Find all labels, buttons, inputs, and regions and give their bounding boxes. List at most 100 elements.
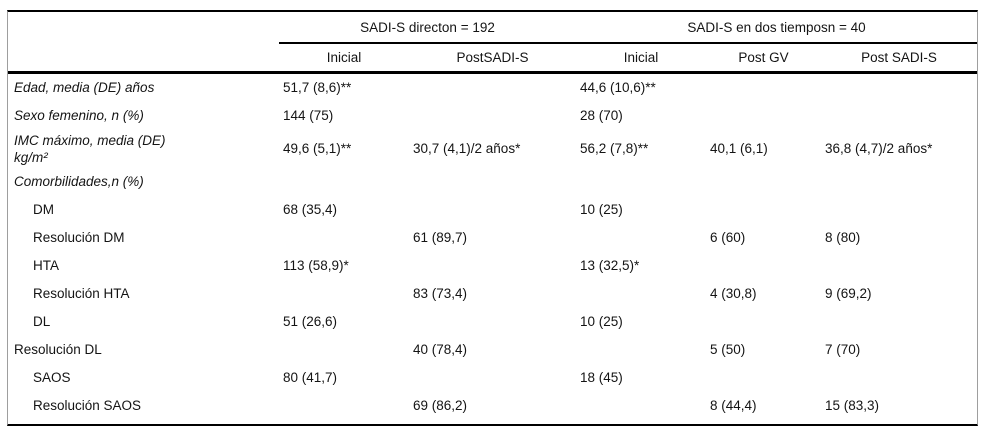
row-label: DL — [33, 314, 51, 329]
table-row: Laparoscopia, n (%)189 (98,4) 39 (97,5) — [8, 420, 977, 425]
table-body: Edad, media (DE) años 51,7 (8,6)** 44,6 (1… — [8, 72, 977, 425]
cell-value — [821, 364, 977, 392]
cell-value — [409, 252, 576, 280]
table-row: IMC máximo, media (DE) kg/m² 49,6 (5,1)**… — [8, 130, 977, 168]
cell-value — [821, 252, 977, 280]
cell-value — [279, 224, 409, 252]
table-header: SADI-S directon = 192 SADI-S en dos tiem… — [8, 12, 977, 74]
cell-value — [409, 364, 576, 392]
cell-value — [706, 72, 821, 102]
cell-value: 9 (69,2) — [825, 286, 872, 301]
cell-value: 144 (75) — [283, 108, 334, 123]
cell-value — [576, 336, 706, 364]
cell-value: 4 (30,8) — [710, 286, 757, 301]
cell-value: 15 (83,3) — [825, 398, 880, 413]
table-row: DM 68 (35,4) 10 (25) — [8, 196, 977, 224]
col-header-inicial-two-stage: Inicial — [576, 43, 707, 74]
cell-value: 61 (89,7) — [413, 230, 468, 245]
cell-value — [279, 336, 409, 364]
cell-value: 10 (25) — [580, 202, 623, 217]
group-header-sadi-s-direct: SADI-S directon = 192 — [279, 12, 577, 44]
cell-value: 5 (50) — [710, 342, 746, 357]
table-row: Resolución DM 61 (89,7) 6 (60) 8 (80) — [8, 224, 977, 252]
col-header-post-sadi-s: Post SADI-S — [821, 43, 977, 74]
cell-value — [409, 196, 576, 224]
cell-value: 51,7 (8,6)** — [283, 80, 352, 95]
cell-value — [821, 420, 977, 425]
column-header-row: Inicial PostSADI-S Inicial Post GV Post … — [8, 43, 977, 74]
cell-value — [706, 102, 821, 130]
stub-cell — [8, 12, 279, 43]
cell-value: 13 (32,5)* — [580, 258, 640, 273]
cell-value: 30,7 (4,1)/2 años* — [413, 141, 521, 156]
table-row: SAOS 80 (41,7) 18 (45) — [8, 364, 977, 392]
cell-value: 36,8 (4,7)/2 años* — [825, 141, 933, 156]
cell-value — [706, 420, 821, 425]
cell-value — [409, 72, 576, 102]
cell-value: 8 (80) — [825, 230, 861, 245]
row-label: Edad, media (DE) años — [14, 80, 155, 95]
cell-value: 113 (58,9)* — [283, 258, 349, 273]
table-row: Resolución SAOS 69 (86,2) 8 (44,4) 15 (83,3… — [8, 392, 977, 420]
cell-value: 83 (73,4) — [413, 286, 468, 301]
row-label: Laparoscopia, n (%) — [8, 420, 279, 425]
cell-value: 69 (86,2) — [413, 398, 468, 413]
row-label: IMC máximo, media (DE) kg/m² — [14, 132, 166, 165]
row-label: Resolución HTA — [33, 286, 130, 301]
cell-value — [821, 196, 977, 224]
table-row: Resolución DL 40 (78,4) 5 (50) 7 (70) — [8, 336, 977, 364]
cell-value: 68 (35,4) — [283, 202, 338, 217]
cell-value — [706, 308, 821, 336]
table-row: DL 51 (26,6) 10 (25) — [8, 308, 977, 336]
group-header-row: SADI-S directon = 192 SADI-S en dos tiem… — [8, 12, 977, 44]
table-row: Comorbilidades,n (%) — [8, 168, 977, 196]
cell-value — [576, 392, 706, 420]
row-label: Comorbilidades,n (%) — [14, 174, 144, 189]
cell-value: 189 (98,4) — [279, 420, 409, 425]
row-label: Sexo femenino, n (%) — [14, 108, 144, 123]
cell-value — [279, 280, 409, 308]
cell-value — [706, 196, 821, 224]
cell-value: 56,2 (7,8)** — [580, 141, 649, 156]
row-label: HTA — [33, 258, 59, 273]
cell-value — [576, 224, 706, 252]
row-label: Resolución SAOS — [33, 398, 142, 413]
col-header-postsadi-s: PostSADI-S — [409, 43, 577, 74]
cell-value: 6 (60) — [710, 230, 746, 245]
table-row: HTA 113 (58,9)* 13 (32,5)* — [8, 252, 977, 280]
cell-value: 10 (25) — [580, 314, 623, 329]
cell-value: 7 (70) — [825, 342, 861, 357]
cell-value — [576, 168, 706, 196]
cell-value — [821, 102, 977, 130]
cell-value — [409, 168, 576, 196]
col-header-inicial-direct: Inicial — [279, 43, 409, 74]
cell-value — [409, 102, 576, 130]
cell-value — [821, 308, 977, 336]
cell-value: 28 (70) — [580, 108, 623, 123]
row-label: DM — [33, 202, 54, 217]
row-label: SAOS — [33, 370, 71, 385]
table-row: Resolución HTA 83 (73,4) 4 (30,8) 9 (69,2) — [8, 280, 977, 308]
cell-value: 8 (44,4) — [710, 398, 757, 413]
cell-value: 40 (78,4) — [413, 342, 468, 357]
row-label: Resolución DM — [33, 230, 125, 245]
comparison-table-frame: SADI-S directon = 192 SADI-S en dos tiem… — [7, 10, 978, 426]
table-row: Edad, media (DE) años 51,7 (8,6)** 44,6 (1… — [8, 72, 977, 102]
cell-value: 51 (26,6) — [283, 314, 338, 329]
cell-value — [279, 168, 409, 196]
cell-value — [279, 392, 409, 420]
cell-value — [821, 168, 977, 196]
sadi-s-comparison-table: SADI-S directon = 192 SADI-S en dos tiem… — [8, 12, 977, 425]
cell-value: 49,6 (5,1)** — [283, 141, 352, 156]
cell-value — [706, 252, 821, 280]
table-row: Sexo femenino, n (%) 144 (75) 28 (70) — [8, 102, 977, 130]
cell-value: 39 (97,5) — [576, 420, 706, 425]
cell-value — [821, 72, 977, 102]
cell-value: 18 (45) — [580, 370, 623, 385]
cell-value: 80 (41,7) — [283, 370, 338, 385]
cell-value — [706, 168, 821, 196]
cell-value: 44,6 (10,6)** — [580, 80, 656, 95]
cell-value — [706, 364, 821, 392]
stub-cell — [8, 43, 279, 74]
